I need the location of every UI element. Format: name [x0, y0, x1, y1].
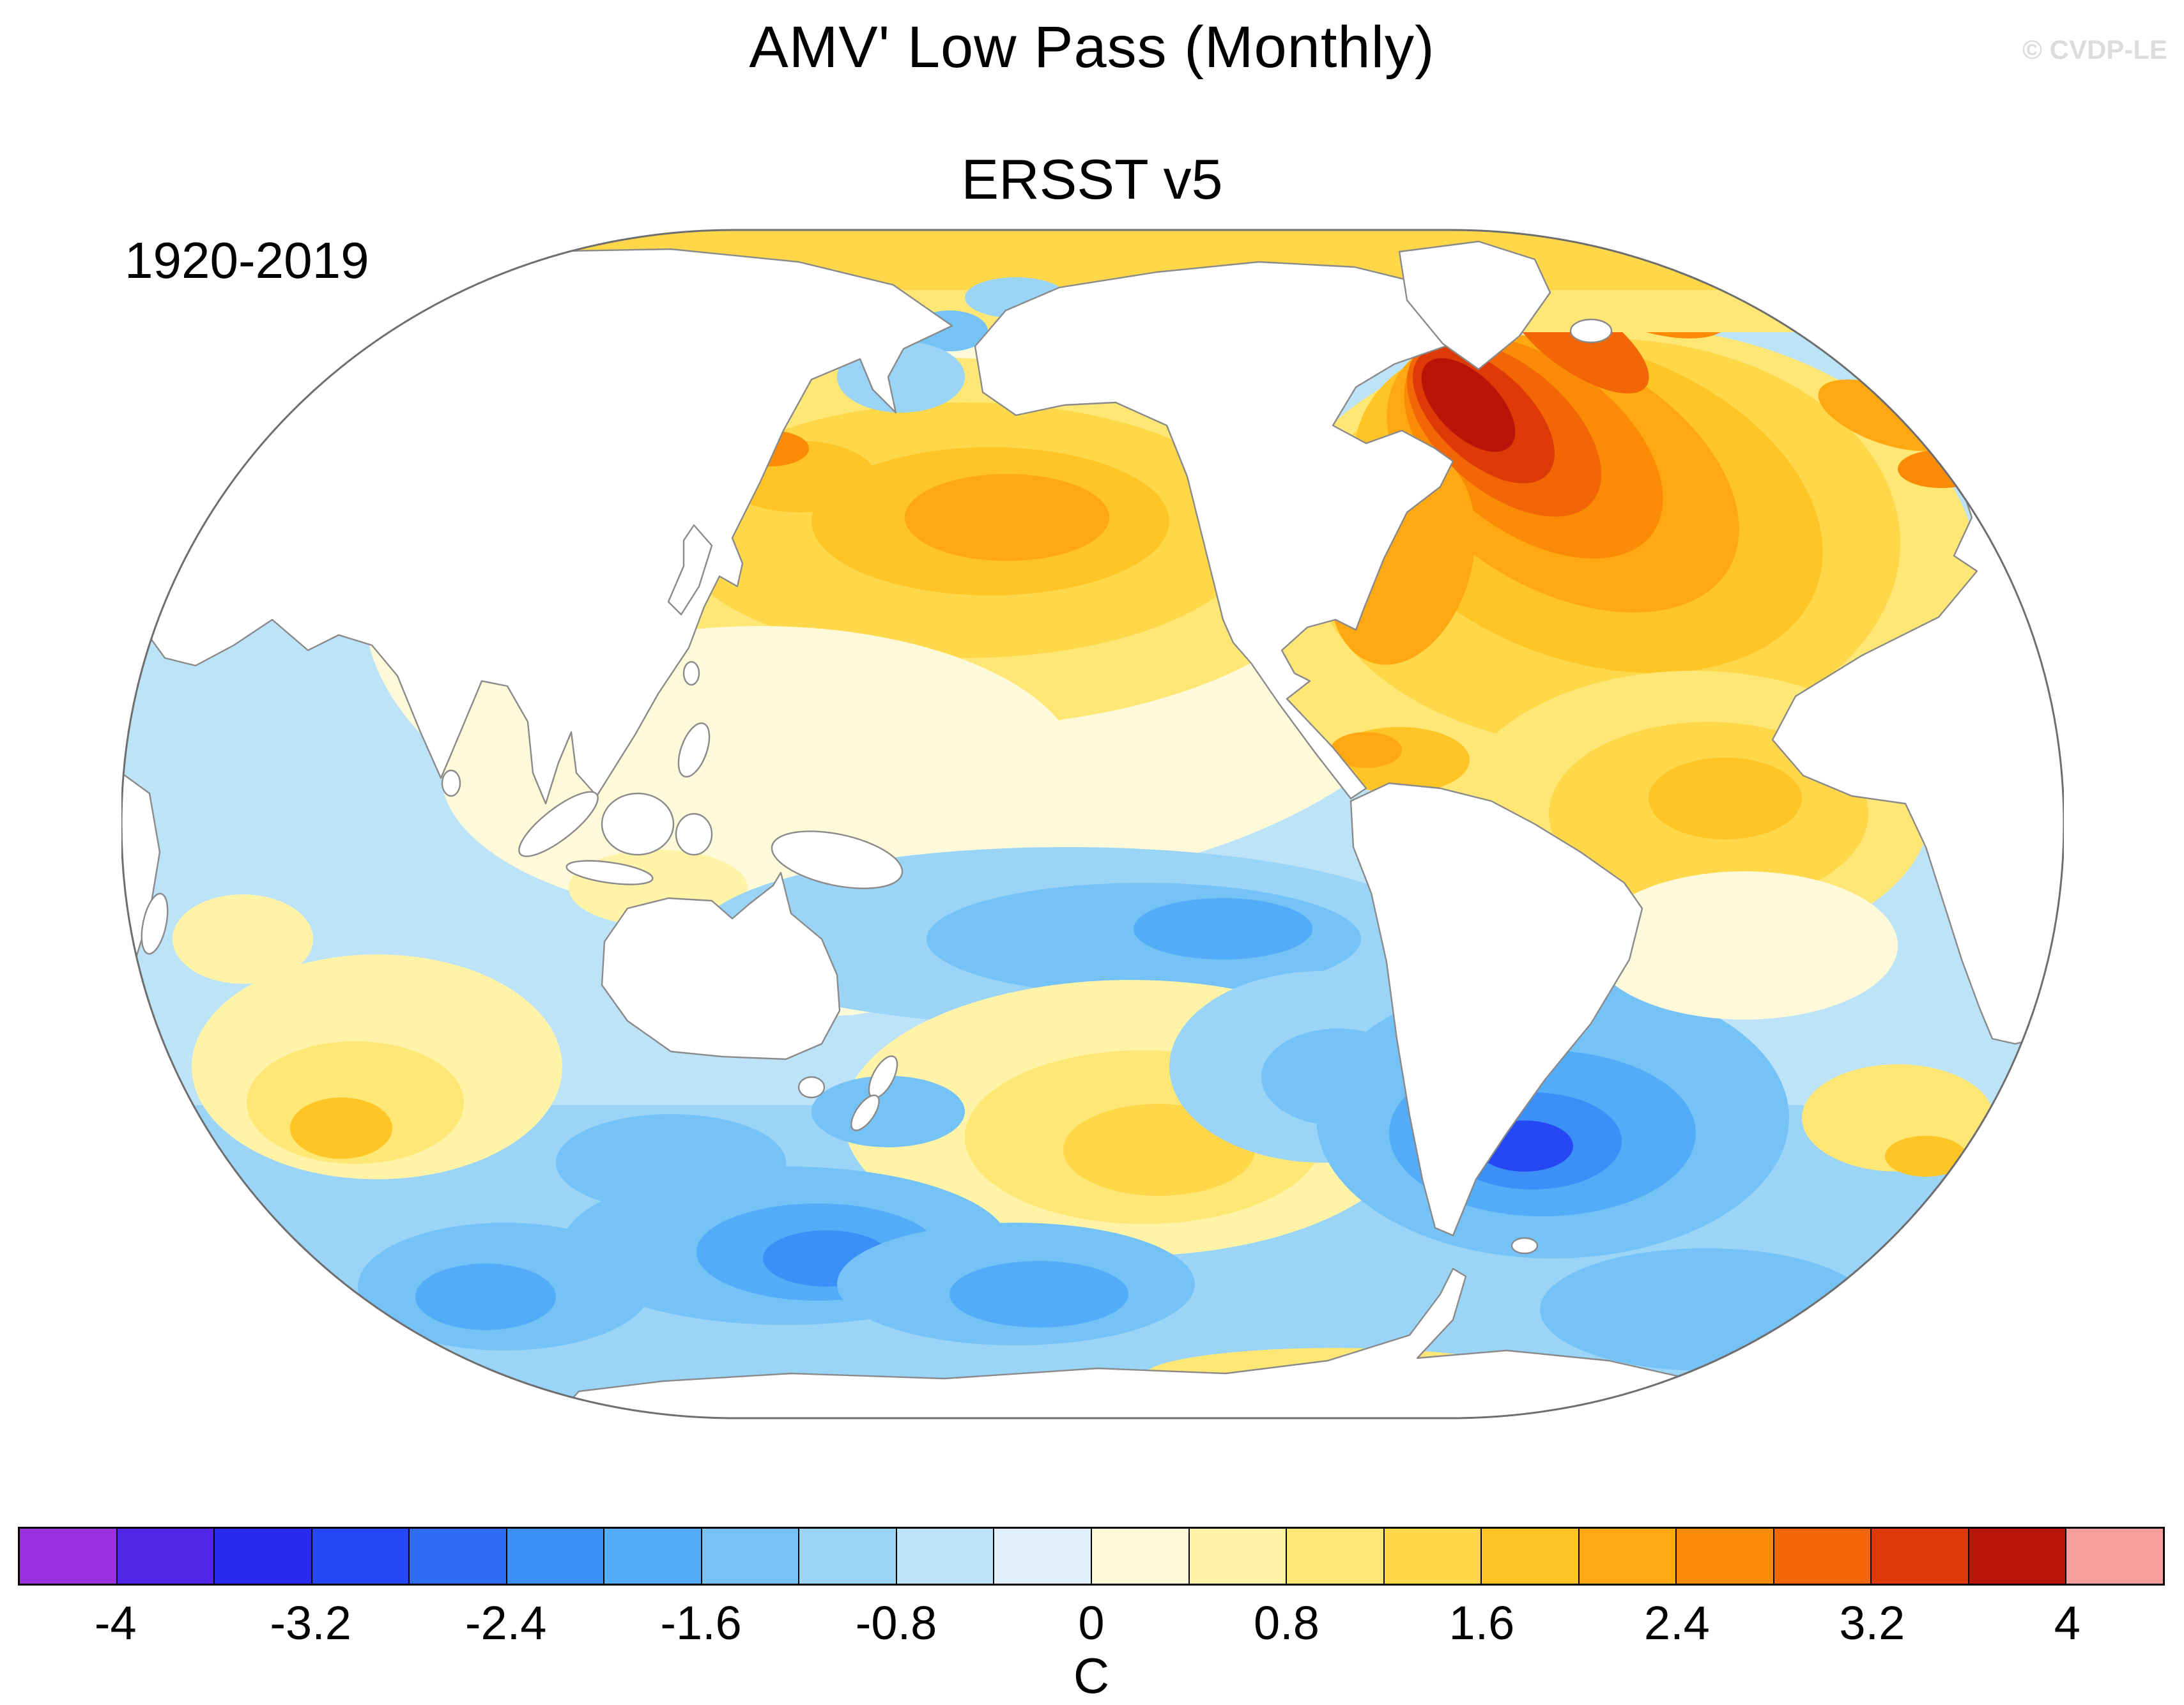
landmass-falklands [1511, 1237, 1539, 1255]
ocean-anomaly-field [121, 230, 2064, 1418]
colorbar-segment [799, 1529, 897, 1584]
colorbar-segment [1774, 1529, 1872, 1584]
colorbar-segment [1969, 1529, 2067, 1584]
contour-blob [1885, 1136, 1967, 1177]
colorbar-tick-label: -3.2 [270, 1596, 351, 1649]
contour-blob [811, 1076, 965, 1147]
contour-blob [1898, 450, 1985, 488]
colorbar-segment [604, 1529, 702, 1584]
landmass-borneo [601, 792, 675, 856]
landmass-britain [1934, 356, 1959, 393]
colorbar-tick-label: 1.6 [1449, 1596, 1515, 1649]
colorbar-tick-label: -1.6 [660, 1596, 742, 1649]
colorbar-segment [896, 1529, 995, 1584]
landmass-tasmania [797, 1076, 826, 1099]
colorbar-segment [1677, 1529, 1774, 1584]
colorbar-unit-label: C [1073, 1648, 1110, 1704]
colorbar-tick-labels: -4 -3.2 -2.4 -1.6 -0.8 0 0.8 1.6 2.4 3.2 4 [18, 1596, 2165, 1649]
colorbar-segment [20, 1529, 118, 1584]
contour-blob [1649, 758, 1802, 839]
watermark: © CVDP-LE [2022, 34, 2167, 65]
colorbar-segment [507, 1529, 605, 1584]
colorbar-tick-label: 3.2 [1839, 1596, 1905, 1649]
contour-blob [556, 1114, 786, 1211]
contour-blob [1330, 732, 1402, 768]
landmass-new-guinea [771, 830, 904, 889]
contour-blob [173, 894, 313, 984]
contour-blob [950, 1261, 1128, 1327]
contour-blob [290, 1097, 392, 1159]
colorbar-tick-label: 0.8 [1254, 1596, 1319, 1649]
landmass-sri-lanka [441, 769, 461, 797]
colorbar-tick-label: 4 [2054, 1596, 2080, 1649]
landmass-philippines [677, 722, 711, 778]
landmass-japan [667, 524, 713, 616]
colorbar-segment [117, 1529, 215, 1584]
landmass-australia [601, 871, 841, 1060]
colorbar-tick-label: -0.8 [855, 1596, 937, 1649]
colorbar-segment [1579, 1529, 1677, 1584]
colorbar-segment [1092, 1529, 1190, 1584]
landmass-sumatra [518, 791, 599, 857]
landmass-sulawesi [675, 813, 713, 856]
period-label: 1920-2019 [125, 232, 369, 289]
colorbar-segment [2066, 1529, 2164, 1584]
colorbar-segment [312, 1529, 410, 1584]
colorbar-segment [1287, 1529, 1385, 1584]
landmass-madagascar [141, 892, 169, 955]
colorbar-segment [994, 1529, 1093, 1584]
colorbar [18, 1527, 2165, 1586]
colorbar-segment [410, 1529, 507, 1584]
contour-blob [385, 279, 436, 302]
landmass-new-zealand-south [850, 1094, 880, 1131]
landmass-greenland [1398, 240, 1551, 371]
colorbar-segment [702, 1529, 800, 1584]
contour-blob [1134, 898, 1312, 960]
projection-outline [121, 229, 2064, 1419]
colorbar-segment [1872, 1529, 1969, 1584]
colorbar-segment [1482, 1529, 1580, 1584]
dataset-subtitle: ERSST v5 [961, 148, 1223, 211]
landmass-south-america [1350, 782, 1643, 1237]
warm-anomaly-north-atlantic-core [1421, 358, 1516, 452]
colorbar-tick-label: 2.4 [1643, 1596, 1710, 1649]
figure-title: AMV' Low Pass (Monthly) [749, 15, 1435, 80]
landmass-iceland [1569, 318, 1613, 344]
colorbar-tick-label: 0 [1078, 1596, 1105, 1649]
colorbar-segment [1384, 1529, 1482, 1584]
landmass-taiwan [682, 661, 700, 686]
contour-blob [415, 1264, 556, 1330]
world-anomaly-map [121, 229, 2064, 1419]
warm-anomaly-north-pacific-core [905, 474, 1109, 561]
colorbar-segment [215, 1529, 312, 1584]
colorbar-tick-label: -2.4 [465, 1596, 547, 1649]
colorbar-tick-label: -4 [94, 1596, 137, 1649]
landmass-java [565, 860, 654, 885]
contour-blob [1591, 871, 1898, 1020]
contour-blob [121, 230, 2064, 290]
landmass-antarctica [550, 1267, 1766, 1418]
colorbar-segment [1189, 1529, 1288, 1584]
contour-blob [1540, 1248, 1872, 1371]
landmasses [121, 240, 2064, 1418]
